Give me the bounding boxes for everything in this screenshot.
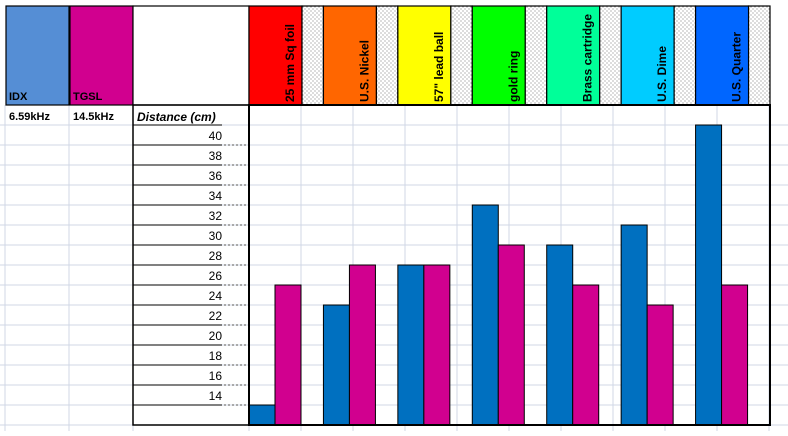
category-header-cell: [620, 5, 675, 106]
bar-idx: [620, 224, 648, 426]
legend-swatch: [69, 5, 134, 106]
y-axis: Distance (cm) 40 38 36 34 32 30 28 26 24 22 20 18 16 1…: [132, 104, 250, 426]
category-spacer-cell: [301, 5, 325, 106]
category-spacer-cell: [524, 5, 548, 106]
legend: IDX 6.59kHz TGSL 14.5kHz: [5, 5, 250, 123]
category-label: gold ring: [506, 51, 520, 102]
bars: [248, 124, 749, 426]
category-spacer-cell: [599, 5, 622, 106]
bar-idx: [397, 264, 425, 426]
y-tick-label: 14: [209, 389, 223, 403]
category-label: Brass cartridge: [581, 14, 595, 102]
bar-idx: [248, 404, 276, 426]
category-label: U.S. Nickel: [357, 40, 371, 102]
bar-tgsl: [572, 284, 600, 426]
category-spacer-cell: [673, 5, 697, 106]
bar-tgsl: [497, 244, 525, 426]
bar-tgsl: [721, 284, 749, 426]
y-tick-label: 20: [209, 329, 223, 343]
category-header-cell: [248, 5, 303, 106]
category-label: U.S. Quarter: [730, 32, 744, 102]
y-tick-label: 26: [209, 269, 223, 283]
legend-label: IDX: [9, 91, 28, 103]
legend-frequency: 6.59kHz: [9, 111, 50, 123]
y-tick-label: 36: [209, 169, 223, 183]
bar-idx: [471, 204, 499, 426]
legend-swatch: [5, 5, 70, 106]
bar-idx: [695, 124, 723, 426]
y-tick-label: 28: [209, 249, 223, 263]
y-tick-label: 16: [209, 369, 223, 383]
plot-border: [248, 104, 771, 426]
y-tick-label: 18: [209, 349, 223, 363]
bar-tgsl: [423, 264, 451, 426]
category-header-cell: [322, 5, 378, 106]
bar-idx: [546, 244, 574, 426]
plot-frame: [248, 104, 771, 426]
bar-tgsl: [274, 284, 302, 426]
y-tick-label: 22: [209, 309, 223, 323]
category-label: 57" lead ball: [432, 32, 446, 102]
category-label: U.S. Dime: [655, 46, 669, 102]
category-header-cell: [471, 5, 526, 106]
legend-frequency: 14.5kHz: [73, 111, 114, 123]
bar-tgsl: [348, 264, 376, 426]
category-headers: 25 mm Sq foil U.S. Nickel 57" lead ball gol…: [248, 5, 771, 106]
category-header-cell: [397, 5, 452, 106]
y-tick-label: 30: [209, 229, 223, 243]
bar-idx: [322, 304, 350, 426]
y-tick-label: 34: [209, 189, 223, 203]
category-header-cell: [546, 5, 601, 106]
category-spacer-cell: [450, 5, 473, 106]
y-tick-label: 24: [209, 289, 223, 303]
category-spacer-cell: [747, 5, 771, 106]
y-tick-label: 38: [209, 149, 223, 163]
y-tick-label: 40: [209, 129, 223, 143]
legend-label: TGSL: [73, 91, 103, 103]
y-axis-title: Distance (cm): [137, 110, 216, 124]
category-label: 25 mm Sq foil: [283, 24, 297, 102]
bar-tgsl: [646, 304, 674, 426]
category-spacer-cell: [375, 5, 399, 106]
header-blank-cell: [132, 5, 250, 106]
y-tick-label: 32: [209, 209, 223, 223]
category-header-cell: [694, 5, 750, 106]
